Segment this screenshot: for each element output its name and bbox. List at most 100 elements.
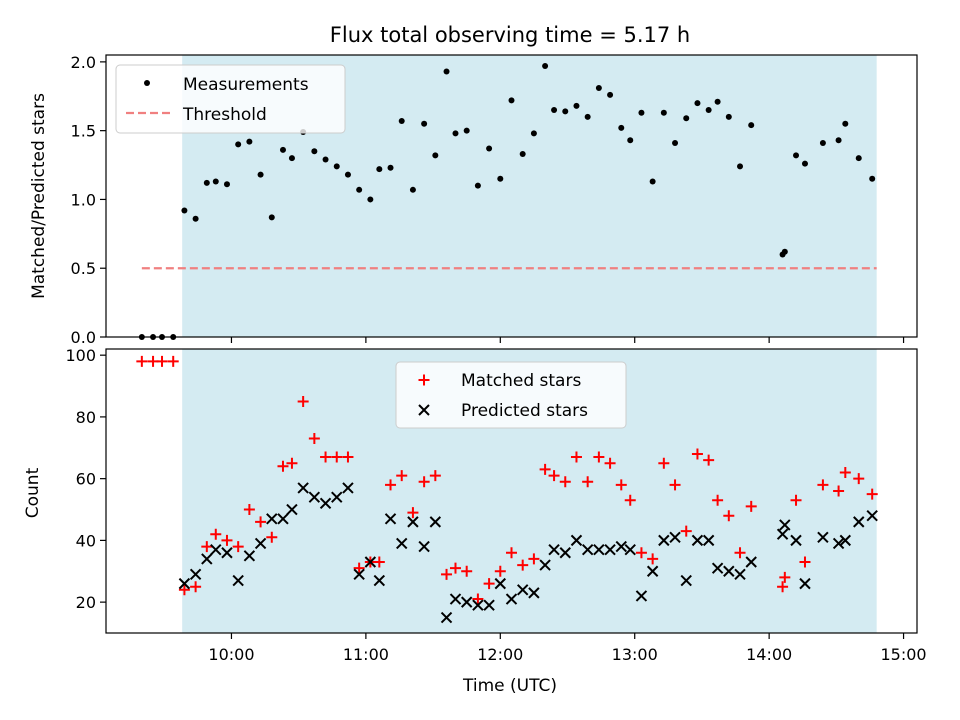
- measurement-point: [627, 137, 634, 144]
- predicted-stars-point: [723, 565, 735, 577]
- predicted-stars-point: [839, 534, 852, 547]
- predicted-stars-point: [516, 584, 529, 596]
- predicted-stars-point: [342, 482, 354, 494]
- matched-stars-point: [232, 541, 244, 553]
- bottom-y-tick-label: 60: [76, 470, 96, 489]
- matched-stars-point: [407, 507, 419, 519]
- predicted-stars-point: [548, 543, 560, 556]
- matched-stars-point: [308, 433, 320, 445]
- predicted-stars-point: [817, 531, 829, 544]
- measurement-point: [387, 164, 394, 171]
- matched-stars-point: [624, 494, 636, 506]
- predicted-stars-point: [440, 611, 453, 624]
- matched-stars-point: [210, 528, 222, 540]
- predicted-stars-point: [866, 509, 878, 522]
- predicted-stars-point: [593, 543, 605, 556]
- predicted-stars-point: [286, 503, 298, 516]
- predicted-stars-point: [319, 497, 332, 510]
- matched-stars-point: [517, 559, 529, 571]
- measurement-point: [725, 113, 732, 120]
- measurement-point: [367, 196, 374, 203]
- matched-stars-point: [167, 355, 179, 367]
- measurement-point: [737, 163, 744, 170]
- predicted-stars-point: [210, 543, 222, 556]
- measurement-point: [223, 181, 230, 188]
- predicted-stars-point: [505, 593, 518, 605]
- x-tick-label: 12:00: [477, 645, 523, 664]
- bottom-y-tick-label: 100: [65, 346, 96, 365]
- legend-marker-measurements: [144, 80, 150, 86]
- predicted-stars-point: [624, 543, 636, 556]
- x-tick-label: 13:00: [612, 645, 658, 664]
- matched-stars-point: [559, 476, 571, 488]
- predicted-stars-point: [604, 543, 616, 556]
- measurement-point: [748, 122, 755, 129]
- predicted-stars-point: [243, 550, 256, 562]
- matched-stars-point: [833, 485, 845, 497]
- matched-stars-point: [373, 556, 385, 568]
- matched-stars-point: [418, 476, 430, 488]
- matched-stars-point: [799, 556, 811, 568]
- matched-stars-point: [723, 510, 735, 522]
- top-y-tick-label: 1.5: [71, 122, 96, 141]
- measurement-point: [508, 97, 515, 104]
- predicted-stars-point: [364, 556, 377, 568]
- matched-stars-point: [461, 565, 473, 577]
- predicted-stars-point: [396, 537, 408, 550]
- matched-stars-point: [853, 473, 865, 485]
- measurement-point: [246, 138, 253, 145]
- predicted-stars-point: [615, 540, 627, 553]
- measurement-point: [279, 146, 286, 153]
- measurement-point: [192, 215, 199, 222]
- top-y-tick-label: 0.0: [71, 328, 96, 347]
- measurement-point: [542, 63, 549, 70]
- measurement-point: [683, 115, 690, 122]
- measurement-point: [607, 91, 614, 98]
- predicted-stars-point: [494, 577, 507, 590]
- matched-stars-point: [734, 547, 746, 559]
- matched-stars-point: [353, 562, 365, 574]
- matched-stars-point: [266, 531, 278, 543]
- top-y-tick-label: 1.0: [71, 190, 96, 209]
- matched-stars-point: [658, 457, 670, 469]
- measurement-point: [203, 179, 210, 186]
- measurement-point: [311, 148, 318, 155]
- predicted-stars-point: [570, 534, 583, 547]
- predicted-stars-point: [472, 599, 484, 611]
- measurement-point: [842, 120, 849, 127]
- measurement-point: [333, 163, 340, 170]
- x-tick-label: 15:00: [881, 645, 927, 664]
- top-panel: 0.0 0.5 1.0 1.5 2.0 Measurements Threshold: [71, 53, 918, 347]
- matched-stars-point: [703, 454, 715, 466]
- predicted-stars-point: [702, 534, 715, 547]
- predicted-stars-point: [254, 537, 267, 550]
- predicted-stars-point: [528, 587, 540, 599]
- measurement-point: [409, 186, 416, 193]
- measurement-point: [474, 182, 481, 189]
- predicted-stars-point: [658, 534, 670, 547]
- matched-stars-point: [790, 494, 802, 506]
- matched-stars-point: [647, 553, 659, 565]
- measurement-point: [595, 85, 602, 92]
- series-measurements: [138, 63, 876, 340]
- predicted-stars-point: [669, 531, 681, 544]
- bottom-y-tick-label: 40: [76, 531, 96, 550]
- predicted-stars-point: [483, 599, 495, 611]
- measurement-point: [694, 100, 701, 107]
- predicted-stars-point: [178, 577, 191, 590]
- bottom-axes-frame: [105, 348, 918, 634]
- predicted-stars-point: [559, 547, 571, 559]
- matched-stars-point: [528, 553, 540, 565]
- matched-stars-point: [156, 355, 168, 367]
- measurement-point: [573, 102, 580, 109]
- predicted-stars-point: [297, 482, 309, 494]
- measurement-point: [584, 113, 591, 120]
- matched-stars-point: [615, 479, 627, 491]
- measurement-point: [618, 124, 625, 131]
- measurement-point: [452, 130, 459, 137]
- matched-stars-point: [548, 470, 560, 482]
- measurement-point: [801, 160, 808, 167]
- measurement-point: [356, 186, 363, 193]
- matched-stars-point: [593, 451, 605, 463]
- predicted-stars-point: [384, 513, 397, 525]
